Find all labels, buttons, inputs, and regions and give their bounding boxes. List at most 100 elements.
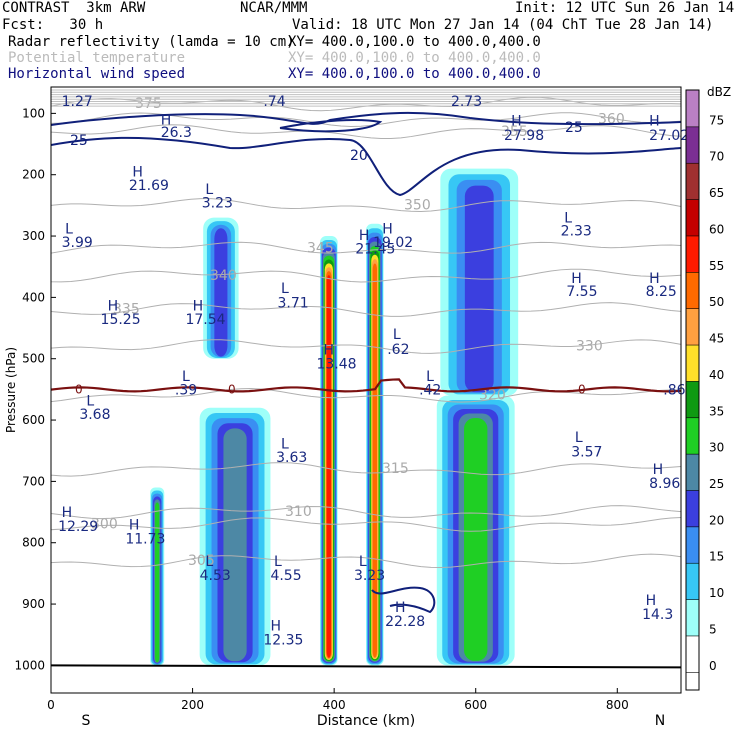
hl-label: L (359, 554, 367, 570)
hl-label: L (281, 281, 289, 297)
colorbar-label: 70 (709, 150, 724, 164)
hl-label: 14.3 (642, 607, 673, 623)
y-tick-label: 700 (22, 474, 45, 488)
theta-label-340: 340 (210, 268, 237, 284)
colorbar-swatch-75 (685, 89, 700, 128)
x-tick-label: 200 (181, 698, 204, 712)
x-axis-title: Distance (km) (317, 713, 415, 729)
theta-contour-340 (51, 268, 681, 283)
x-tick-label: 800 (606, 698, 629, 712)
y-tick-label: 100 (22, 106, 45, 120)
colorbar-swatch-60 (685, 198, 700, 237)
hl-label: L (393, 327, 401, 343)
hl-label: 21.69 (129, 178, 169, 194)
colorbar-label: 15 (709, 550, 724, 564)
y-tick-label: 800 (22, 536, 45, 550)
theta-label-300: 300 (91, 516, 118, 532)
theta-label-350: 350 (404, 197, 431, 213)
y-tick-label: 600 (22, 413, 45, 427)
colorbar-label: 50 (709, 295, 724, 309)
colorbar-swatch-65 (685, 162, 700, 200)
colorbar-swatch-5 (685, 598, 700, 637)
y-tick-label: 200 (22, 168, 45, 182)
wind-contour-layer: 25 25 20 (51, 111, 681, 669)
theta-label-315: 315 (382, 461, 409, 477)
reflectivity-cell-0-30dbz (155, 502, 160, 663)
hl-label: 4.55 (270, 568, 301, 584)
colorbar-swatch-50 (685, 271, 700, 309)
theta-contour-300 (51, 516, 681, 532)
reflectivity-cell-4-50dbz (372, 263, 378, 658)
colorbar-label: 40 (709, 368, 724, 382)
hl-label: .39 (175, 382, 197, 398)
wind-label: 20 (350, 148, 368, 164)
x-tick-label: 400 (323, 698, 346, 712)
hl-label: L (86, 393, 94, 409)
theta-label-305: 305 (188, 553, 215, 569)
hl-label: H (653, 462, 664, 478)
hl-label: H (270, 619, 281, 635)
field-theta-label: Potential temperature (8, 50, 186, 66)
hl-label: H (511, 114, 522, 130)
x-end-right: N (655, 713, 665, 729)
hl-label: 3.68 (79, 407, 110, 423)
hl-label: 2.33 (561, 224, 592, 240)
field-wind-xy: XY= 400.0,100.0 to 400.0,400.0 (288, 66, 541, 82)
hl-label: H (129, 517, 140, 533)
colorbar-frame (685, 89, 700, 691)
reflectivity-cell-3-55dbz (326, 275, 331, 658)
theta-label-345: 345 (307, 240, 334, 256)
hl-label: 15.25 (101, 312, 141, 328)
y-tick-label: 400 (22, 290, 45, 304)
y-axis-title: Pressure (hPa) (4, 347, 18, 433)
theta-contour-320 (51, 388, 681, 403)
x-tick-label: 600 (464, 698, 487, 712)
wind-contour-0 (51, 111, 681, 126)
hl-label: L (205, 182, 213, 198)
reflectivity-cell-5-20dbz (464, 185, 494, 393)
hl-label: L (65, 222, 73, 238)
colorbar-label: 65 (709, 186, 724, 200)
hl-label: L (274, 554, 282, 570)
colorbar-label: 20 (709, 513, 724, 527)
hl-label: H (571, 271, 582, 287)
colorbar-layer: 0 5 10 15 20 25 30 35 40 45 50 55 60 65 70 75 dBZ (685, 85, 731, 691)
hl-label: H (649, 271, 660, 287)
hl-label: H (193, 298, 204, 314)
hl-label: 8.25 (646, 284, 677, 300)
valid-time: Valid: 18 UTC Mon 27 Jan 14 (04 ChT Tue … (292, 17, 714, 33)
colorbar-swatch-45 (685, 307, 700, 346)
hl-label: L (426, 369, 434, 385)
field-reflectivity-xy: XY= 400.0,100.0 to 400.0,400.0 (288, 34, 541, 50)
colorbar-label: 5 (709, 622, 717, 636)
wind-contour-1 (51, 136, 681, 197)
hl-label: 3.23 (202, 195, 233, 211)
hl-label: H (395, 600, 406, 616)
field-wind-label: Horizontal wind speed (8, 66, 186, 82)
surface-line (51, 664, 681, 669)
hl-label: 7.55 (566, 284, 597, 300)
wind-contour-2 (279, 119, 383, 133)
zero-isotherm-label: 0 (228, 382, 236, 396)
colorbar-label: 25 (709, 477, 724, 491)
x-end-left: S (82, 713, 91, 729)
hl-label: L (575, 430, 583, 446)
colorbar-swatch-10 (685, 562, 700, 600)
colorbar-label: 75 (709, 113, 724, 127)
hl-label: 3.63 (276, 450, 307, 466)
hl-label: 3.23 (354, 568, 385, 584)
theta-label-320: 320 (479, 388, 506, 404)
colorbar-swatch-35 (685, 380, 700, 419)
zero-isotherm-label: 0 (578, 382, 586, 396)
colorbar-swatch-20 (685, 489, 700, 528)
init-time: Init: 12 UTC Sun 26 Jan 14 (515, 0, 735, 16)
hl-label: H (382, 222, 393, 238)
hl-label: 12.29 (58, 519, 98, 535)
hl-label: H (646, 593, 657, 609)
plot-frame (50, 86, 682, 694)
y-tick-label: 1000 (14, 658, 45, 672)
wind-contour-3 (371, 586, 436, 614)
colorbar-label: 35 (709, 404, 724, 418)
